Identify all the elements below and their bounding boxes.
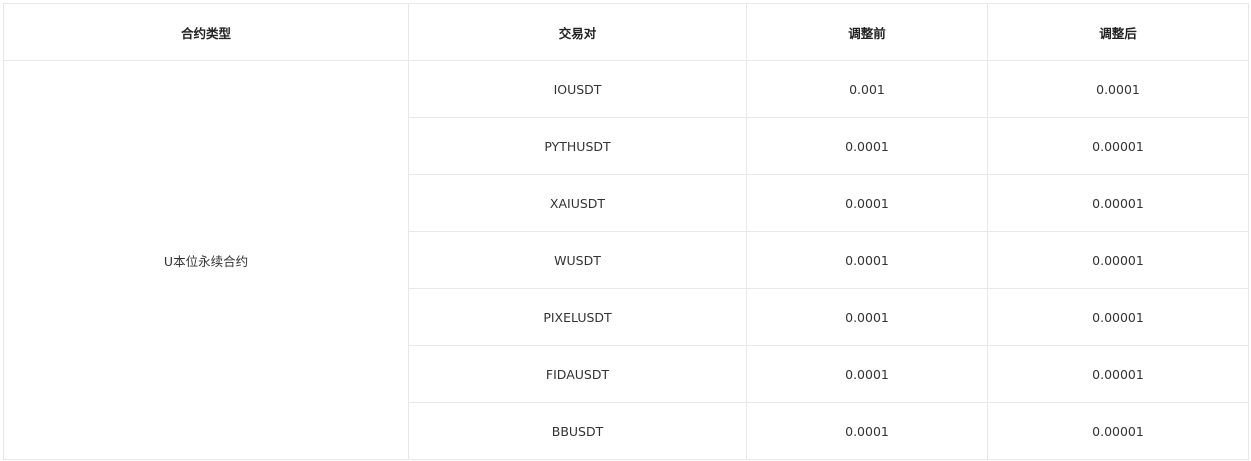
before-cell: 0.0001 xyxy=(746,345,988,403)
table-row: PIXELUSDT 0.0001 0.00001 xyxy=(4,288,1249,346)
before-cell: 0.0001 xyxy=(746,402,988,460)
header-pair: 交易对 xyxy=(408,3,747,61)
after-cell: 0.0001 xyxy=(987,60,1249,118)
after-cell: 0.00001 xyxy=(987,174,1249,232)
before-cell: 0.0001 xyxy=(746,288,988,346)
before-cell: 0.0001 xyxy=(746,231,988,289)
after-cell: 0.00001 xyxy=(987,345,1249,403)
pair-cell: FIDAUSDT xyxy=(408,345,747,403)
pair-cell: IOUSDT xyxy=(408,60,747,118)
table-row: PYTHUSDT 0.0001 0.00001 xyxy=(4,117,1249,175)
pair-cell: WUSDT xyxy=(408,231,747,289)
header-before: 调整前 xyxy=(746,3,988,61)
adjustment-table: 合约类型 交易对 调整前 调整后 U本位永续合约 IOUSDT 0.001 0.000… xyxy=(3,3,1249,460)
table-row: U本位永续合约 IOUSDT 0.001 0.0001 xyxy=(3,60,1249,460)
table-row: BBUSDT 0.0001 0.00001 xyxy=(4,402,1249,460)
table-row: FIDAUSDT 0.0001 0.00001 xyxy=(4,345,1249,403)
after-cell: 0.00001 xyxy=(987,288,1249,346)
before-cell: 0.0001 xyxy=(746,117,988,175)
pair-cell: PIXELUSDT xyxy=(408,288,747,346)
contract-type-cell: U本位永续合约 xyxy=(3,60,409,460)
header-after: 调整后 xyxy=(987,3,1249,61)
after-cell: 0.00001 xyxy=(987,117,1249,175)
before-cell: 0.0001 xyxy=(746,174,988,232)
after-cell: 0.00001 xyxy=(987,402,1249,460)
table-row: XAIUSDT 0.0001 0.00001 xyxy=(4,174,1249,232)
header-row: 合约类型 交易对 调整前 调整后 xyxy=(3,3,1249,61)
header-contract-type: 合约类型 xyxy=(3,3,409,61)
pair-cell: PYTHUSDT xyxy=(408,117,747,175)
pair-cell: BBUSDT xyxy=(408,402,747,460)
after-cell: 0.00001 xyxy=(987,231,1249,289)
pair-cell: XAIUSDT xyxy=(408,174,747,232)
before-cell: 0.001 xyxy=(746,60,988,118)
table-row: WUSDT 0.0001 0.00001 xyxy=(4,231,1249,289)
